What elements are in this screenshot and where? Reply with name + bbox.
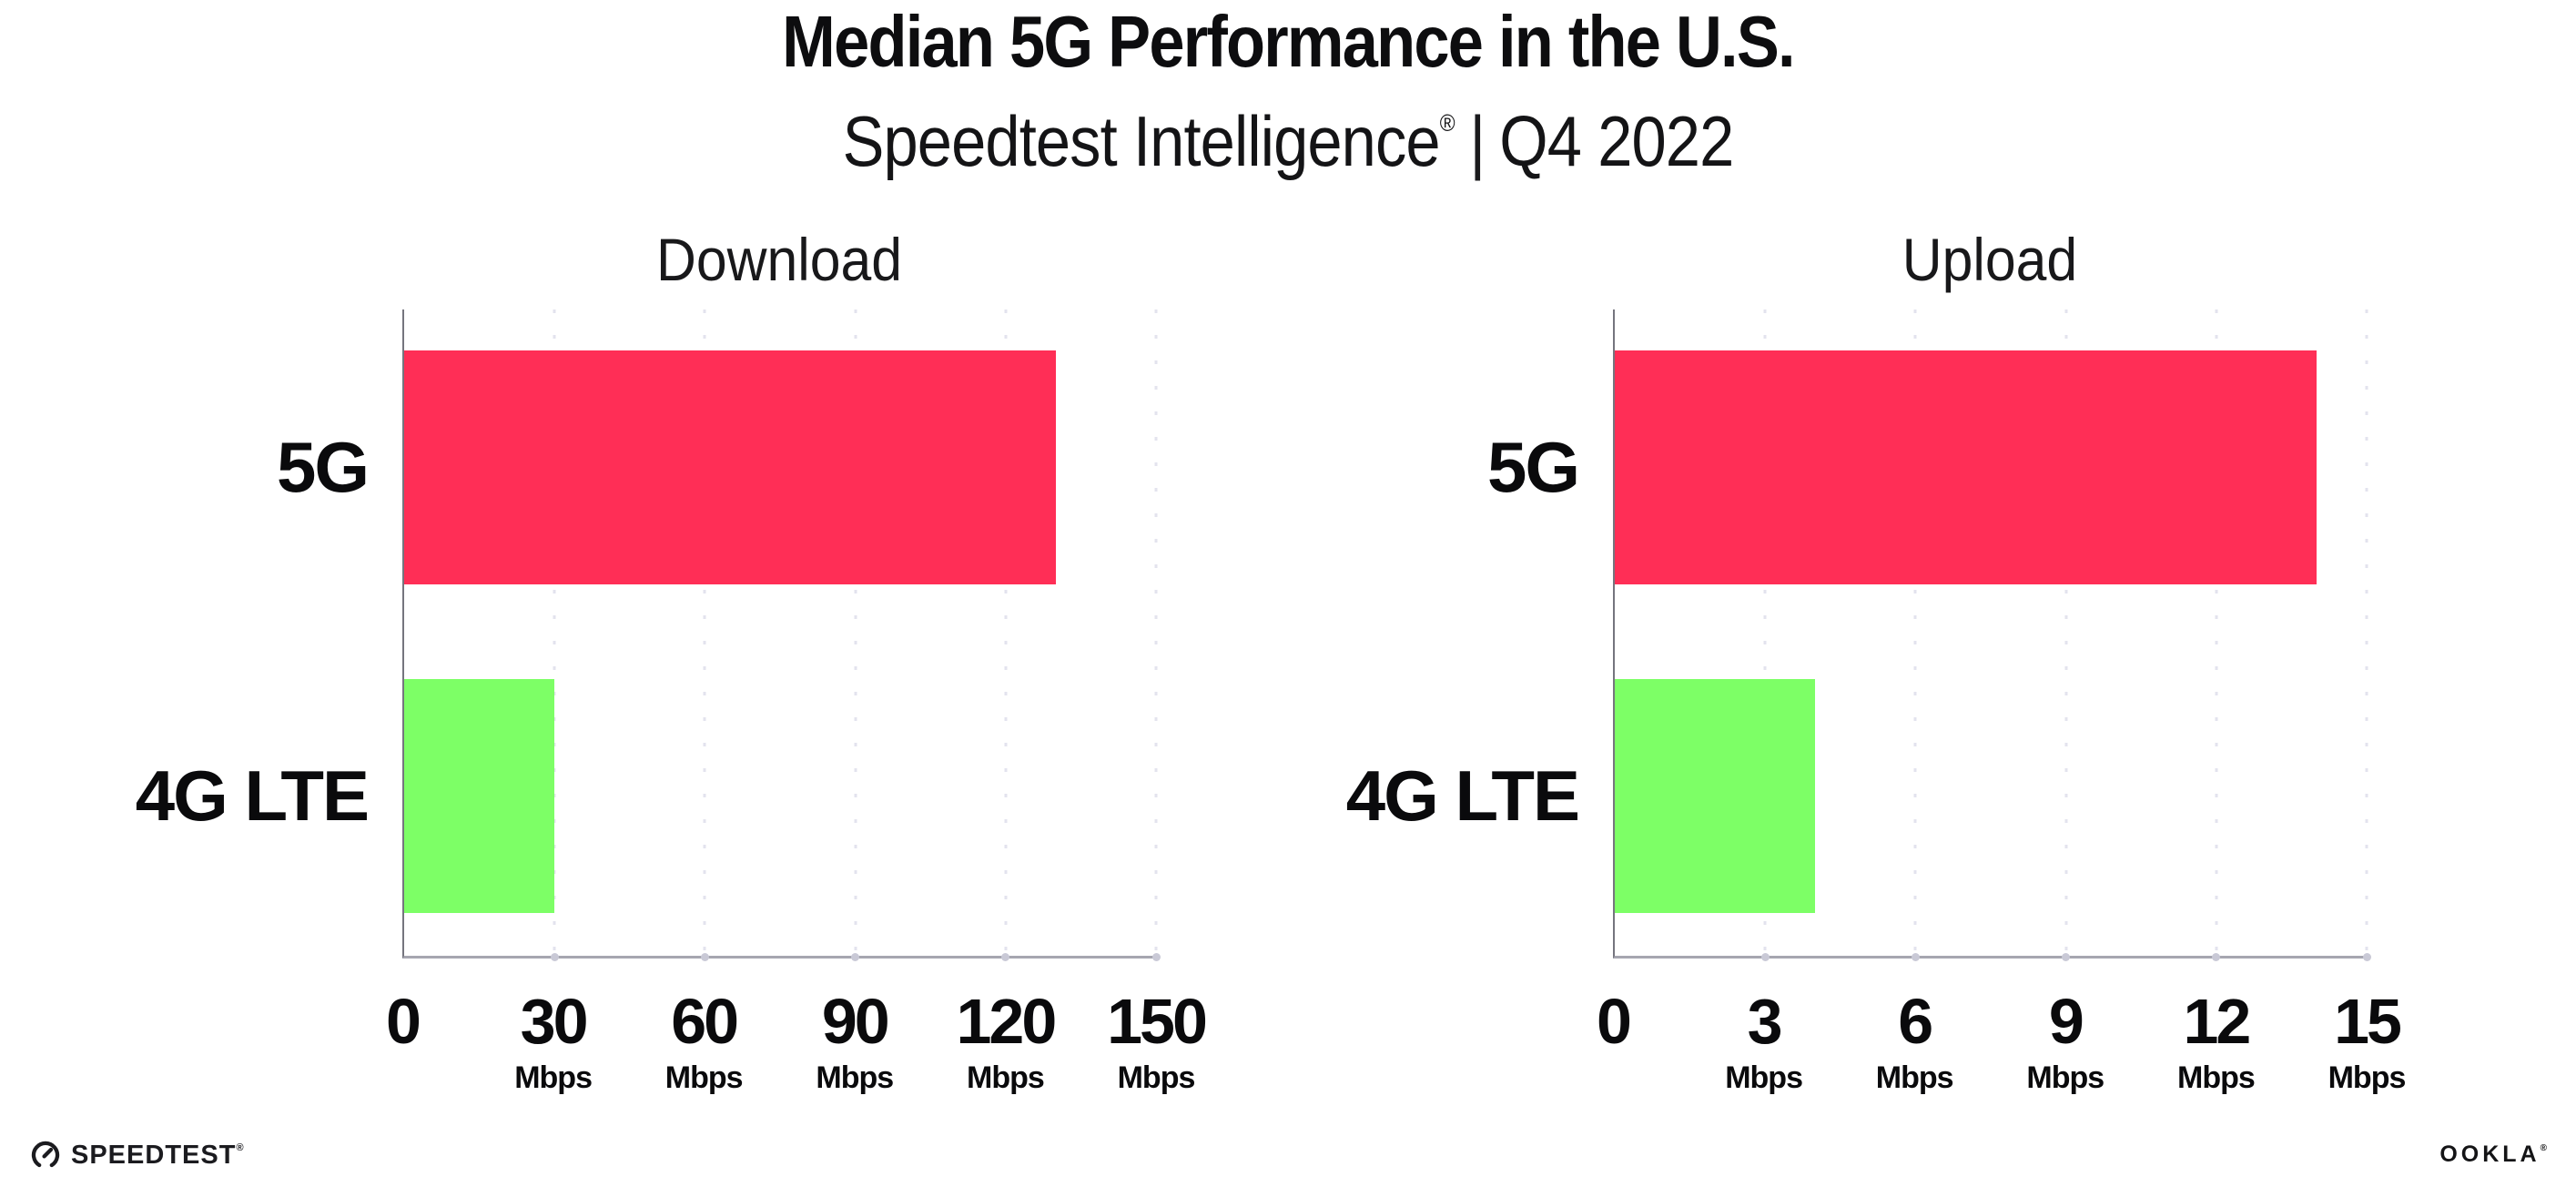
speedtest-logo: SPEEDTEST®	[30, 1140, 244, 1171]
ookla-registered-mark: ®	[2540, 1143, 2547, 1153]
tick-unit: Mbps	[1725, 1060, 1803, 1095]
subtitle-brand: Speedtest Intelligence	[842, 101, 1441, 181]
gridline-6	[1913, 309, 1917, 956]
tick-value: 0	[386, 986, 421, 1057]
tick-value: 12	[2183, 986, 2251, 1057]
gridline-9	[2064, 309, 2068, 956]
x-tick-90: 90 Mbps	[816, 986, 894, 1095]
bar-5g	[404, 350, 1056, 584]
speedtest-wordmark: SPEEDTEST®	[71, 1140, 244, 1170]
x-tick-120: 120 Mbps	[956, 986, 1057, 1095]
speedtest-registered-mark: ®	[236, 1141, 244, 1153]
upload-chart: Upload 5G 4G LTE 0 3 Mbps 6 Mbps 9 Mbps 12 Mbps 15…	[1346, 0, 2407, 1197]
upload-x-axis-ticks: 0 3 Mbps 6 Mbps 9 Mbps 12 Mbps 15 Mbps	[1597, 986, 2406, 1117]
page-subtitle: Speedtest Intelligence® | Q4 2022	[155, 106, 2421, 177]
tick-unit: Mbps	[2328, 1060, 2407, 1095]
bar-4g-lte	[404, 679, 555, 913]
download-chart: Download 5G 4G LTE 0 30 Mbps 60 Mbps 90 Mbps 120…	[136, 0, 1208, 1197]
x-tick-150: 150 Mbps	[1107, 986, 1208, 1095]
x-tick-3: 3 Mbps	[1725, 986, 1803, 1095]
tick-value: 150	[1107, 986, 1208, 1057]
download-chart-title: Download	[655, 226, 903, 293]
x-tick-9: 9 Mbps	[2026, 989, 2104, 1093]
tick-unit: Mbps	[966, 1060, 1045, 1095]
registered-mark: ®	[1439, 109, 1455, 137]
category-label-5g: 5G	[276, 427, 370, 507]
subtitle-divider: |	[1469, 101, 1486, 181]
tick-value: 3	[1747, 986, 1783, 1057]
x-tick-6: 6 Mbps	[1875, 986, 1954, 1095]
gridline-15	[2365, 309, 2368, 956]
bar-4g-lte	[1615, 679, 1816, 913]
gridline-60	[703, 309, 706, 956]
tick-unit: Mbps	[2026, 1060, 2104, 1095]
upload-chart-title: Upload	[1902, 226, 2078, 293]
bar-5g	[1615, 350, 2317, 584]
gridline-150	[1154, 309, 1158, 956]
download-plot-area	[402, 309, 1158, 959]
gridline-90	[854, 309, 857, 956]
tick-value: 60	[671, 986, 739, 1057]
tick-value: 9	[2048, 986, 2084, 1057]
x-tick-30: 30 Mbps	[514, 986, 593, 1095]
download-x-axis-ticks: 0 30 Mbps 60 Mbps 90 Mbps 120 Mbps 150 Mbps	[386, 986, 1208, 1117]
tick-unit: Mbps	[816, 1060, 894, 1095]
ookla-wordmark: OOKLA	[2439, 1141, 2541, 1167]
gridline-12	[2215, 309, 2218, 956]
gridline-120	[1004, 309, 1008, 956]
gridline-3	[1763, 309, 1767, 956]
category-label-4g-lte: 4G LTE	[135, 756, 370, 836]
x-tick-0: 0	[386, 986, 421, 1057]
speedtest-gauge-icon	[31, 1141, 60, 1168]
tick-value: 30	[520, 986, 589, 1057]
tick-unit: Mbps	[1117, 1060, 1196, 1095]
page-title: Median 5G Performance in the U.S.	[782, 1, 1795, 82]
tick-value: 90	[821, 986, 890, 1057]
tick-unit: Mbps	[2177, 1060, 2256, 1095]
tick-unit: Mbps	[1875, 1060, 1954, 1095]
tick-unit: Mbps	[664, 1060, 744, 1095]
x-tick-60: 60 Mbps	[664, 986, 744, 1095]
gridline-30	[553, 309, 556, 956]
category-label-4g-lte: 4G LTE	[1345, 756, 1580, 836]
upload-plot-area	[1613, 309, 2368, 959]
tick-value: 0	[1597, 986, 1632, 1057]
category-label-5g: 5G	[1486, 427, 1580, 507]
tick-value: 6	[1898, 986, 1933, 1057]
x-tick-12: 12 Mbps	[2177, 986, 2256, 1095]
tick-unit: Mbps	[514, 1060, 593, 1095]
x-tick-15: 15 Mbps	[2328, 986, 2407, 1095]
tick-value: 15	[2334, 986, 2402, 1057]
x-tick-0: 0	[1597, 986, 1632, 1057]
subtitle-period: Q4 2022	[1499, 101, 1734, 181]
ookla-logo: OOKLA®	[2439, 1143, 2547, 1166]
tick-value: 120	[956, 986, 1057, 1057]
